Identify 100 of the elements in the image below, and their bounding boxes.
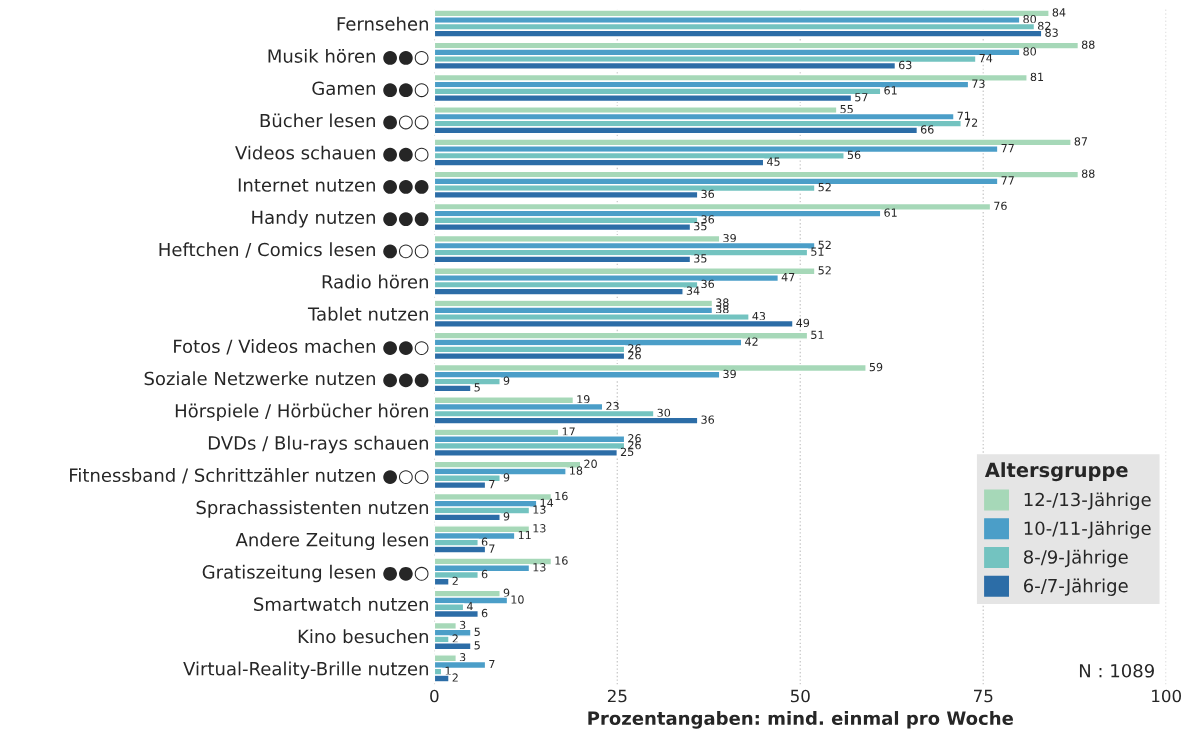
data-label: 17 — [562, 427, 575, 436]
x-tick-label: 100 — [1152, 689, 1181, 703]
data-label: 23 — [606, 401, 619, 411]
y-tick-label: DVDs / Blu-rays schauen — [208, 435, 428, 454]
y-tick-label: Heftchen / Comics lesen ●○○ — [159, 242, 429, 259]
x-tick-label: 25 — [607, 689, 627, 703]
data-label: 45 — [767, 157, 780, 166]
data-label: 51 — [811, 330, 824, 340]
data-label: 61 — [884, 86, 897, 95]
legend-label: 12-/13-Jährige — [1024, 492, 1151, 510]
data-label: 36 — [701, 415, 715, 424]
y-tick-label: Sprachassistenten nutzen — [196, 500, 428, 518]
data-label: 80 — [1023, 47, 1037, 56]
data-label: 73 — [972, 79, 985, 88]
data-label: 81 — [1030, 72, 1044, 82]
y-tick-label: Tablet nutzen — [307, 306, 428, 321]
data-label: 9 — [503, 473, 510, 482]
y-tick-label: Musik hören ●●○ — [268, 48, 429, 65]
data-label: 1 — [445, 666, 451, 675]
x-axis-title: Prozentangaben: mind. einmal pro Woche — [588, 711, 1013, 729]
data-label: 2 — [452, 673, 458, 682]
data-label: 5 — [474, 627, 480, 636]
data-label: 74 — [979, 54, 993, 63]
data-label: 43 — [752, 311, 766, 321]
data-label: 6 — [481, 537, 488, 547]
legend-label: 10-/11-Jährige — [1024, 521, 1151, 539]
data-label: 6 — [481, 608, 488, 618]
data-label: 35 — [694, 254, 707, 263]
legend-title: Altersgruppe — [984, 462, 1128, 482]
data-label: 18 — [570, 466, 583, 475]
y-tick-label: Internet nutzen ●●● — [238, 178, 429, 194]
data-label: 51 — [811, 247, 824, 256]
data-label: 35 — [694, 221, 707, 231]
data-label: 2 — [452, 576, 458, 585]
data-label: 34 — [686, 286, 700, 295]
data-label: 7 — [489, 480, 495, 489]
data-label: 14 — [540, 498, 554, 507]
data-label: 16 — [555, 491, 568, 501]
data-label: 3 — [459, 620, 466, 630]
data-label: 52 — [818, 266, 831, 275]
data-label: 55 — [840, 105, 853, 114]
data-label: 47 — [781, 273, 795, 282]
data-label: 13 — [533, 563, 546, 572]
data-label: 39 — [723, 369, 736, 379]
data-label: 66 — [920, 125, 934, 134]
data-label: 57 — [855, 93, 868, 102]
y-tick-label: Andere Zeitung lesen — [235, 532, 428, 551]
data-label: 19 — [577, 395, 590, 404]
data-label: 20 — [584, 459, 597, 468]
annotation: N : 1089 — [1079, 663, 1154, 678]
data-label: 52 — [818, 240, 831, 250]
data-label: 71 — [957, 111, 970, 120]
legend-label: 6-/7-Jährige — [1024, 578, 1128, 596]
data-label: 11 — [518, 530, 531, 540]
data-label: 3 — [459, 653, 466, 662]
y-tick-label: Fotos / Videos machen ●●○ — [174, 339, 429, 356]
x-tick-label: 50 — [790, 689, 810, 703]
data-label: 5 — [474, 641, 480, 650]
data-label: 26 — [628, 350, 641, 360]
data-label: 87 — [1074, 137, 1088, 146]
y-tick-label: Hörspiele / Hörbücher hören — [175, 403, 428, 422]
y-tick-label: Bücher lesen ●○○ — [260, 113, 429, 130]
data-label: 13 — [533, 505, 546, 514]
data-label: 52 — [818, 182, 831, 192]
data-label: 16 — [555, 556, 568, 565]
y-tick-label: Fernsehen — [337, 16, 428, 31]
y-tick-label: Gratiszeitung lesen ●●○ — [202, 564, 429, 583]
data-label: 49 — [796, 318, 810, 328]
data-label: 77 — [1001, 176, 1014, 185]
data-label: 88 — [1081, 169, 1095, 178]
data-label: 63 — [898, 60, 912, 70]
data-label: 7 — [489, 544, 495, 553]
y-tick-label: Radio hören — [322, 274, 428, 289]
data-label: 84 — [1052, 8, 1066, 17]
data-label: 38 — [716, 298, 729, 307]
y-tick-label: Smartwatch nutzen — [254, 597, 428, 612]
data-label: 77 — [1001, 144, 1014, 153]
data-label: 76 — [994, 201, 1007, 211]
x-tick-label: 75 — [974, 689, 993, 703]
data-label: 13 — [533, 524, 546, 533]
data-label: 5 — [474, 383, 480, 392]
data-label: 26 — [628, 344, 641, 353]
data-label: 36 — [701, 189, 715, 199]
data-label: 61 — [884, 208, 897, 217]
y-tick-label: Fitnessband / Schrittzähler nutzen ●○○ — [70, 468, 429, 485]
data-label: 10 — [511, 595, 524, 604]
y-tick-label: Gamen ●●○ — [312, 81, 429, 98]
data-label: 4 — [466, 602, 473, 611]
legend-label: 8-/9-Jährige — [1023, 549, 1128, 568]
y-tick-label: Handy nutzen ●●● — [252, 210, 429, 228]
data-label: 9 — [503, 512, 510, 521]
data-label: 36 — [701, 279, 715, 289]
data-label: 26 — [628, 434, 641, 443]
data-label: 30 — [657, 408, 671, 418]
data-label: 59 — [869, 362, 883, 372]
y-tick-label: Kino besuchen — [298, 629, 428, 644]
data-label: 56 — [847, 150, 861, 160]
y-tick-label: Soziale Netzwerke nutzen ●●● — [144, 371, 429, 388]
y-tick-label: Virtual-Reality-Brille nutzen — [183, 661, 428, 679]
y-tick-label: Videos schauen ●●○ — [235, 145, 429, 162]
